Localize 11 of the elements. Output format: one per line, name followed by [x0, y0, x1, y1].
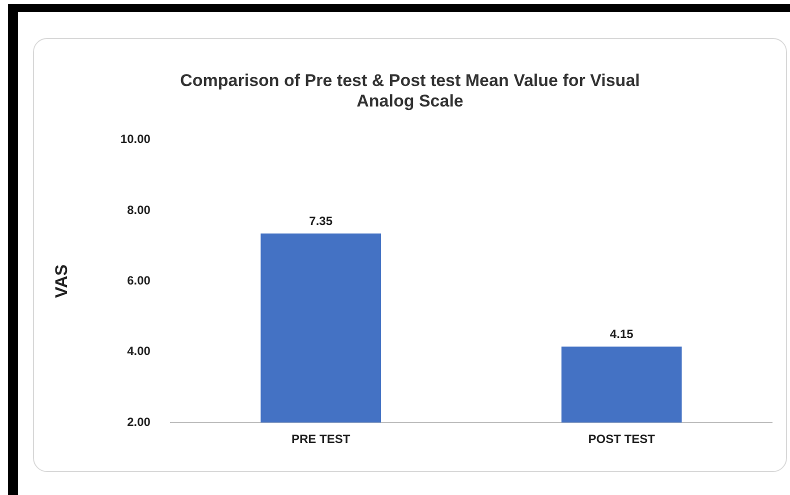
- data-label: 4.15: [610, 326, 634, 341]
- y-axis-title: VAS: [52, 264, 71, 298]
- chart-title: Comparison of Pre test & Post test Mean Value for Visual Analog Scale: [180, 70, 640, 110]
- y-tick-label: 6.00: [127, 274, 151, 288]
- x-tick-label: POST TEST: [588, 432, 656, 446]
- x-tick-label: PRE TEST: [291, 432, 351, 446]
- data-label: 7.35: [309, 214, 333, 228]
- y-tick-label: 2.00: [127, 414, 151, 429]
- y-tick-label: 10.00: [120, 132, 151, 146]
- y-tick-label: 4.00: [127, 344, 151, 358]
- y-tick-label: 8.00: [127, 202, 151, 217]
